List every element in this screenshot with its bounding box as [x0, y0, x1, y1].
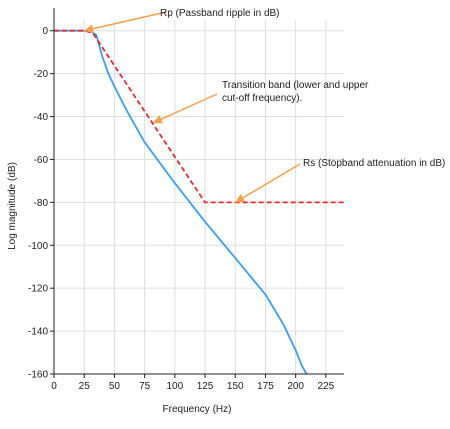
annotation-tb: Transition band (lower and upper cut-off … — [152, 80, 369, 124]
annotation-text: Rs (Stopband attenuation in dB) — [303, 158, 445, 169]
x-tick-label: 175 — [257, 381, 274, 392]
y-tick-label: -160 — [28, 370, 48, 381]
y-tick-label: 0 — [42, 26, 48, 37]
y-tick-label: -140 — [28, 327, 48, 338]
x-tick-label: 50 — [109, 381, 121, 392]
annotation-arrow — [152, 93, 218, 124]
grid — [53, 20, 344, 375]
annotation-text: Transition band (lower and upper cut-off … — [222, 80, 369, 104]
annotation-arrow — [234, 163, 301, 204]
x-tick-label: 0 — [51, 381, 57, 392]
axes — [50, 8, 344, 378]
y-tick-label: -100 — [28, 241, 48, 252]
series-layer — [54, 29, 344, 375]
y-tick-label: -40 — [34, 112, 49, 123]
filter-response-line — [54, 29, 308, 375]
x-tick-label: 25 — [79, 381, 91, 392]
x-tick-label: 100 — [166, 381, 183, 392]
annotation-rs: Rs (Stopband attenuation in dB) — [234, 158, 445, 204]
y-tick-label: -60 — [34, 155, 49, 166]
annotations-layer: Rp (Passband ripple in dB) Transition ban… — [84, 8, 445, 204]
x-tick-label: 75 — [139, 381, 151, 392]
x-tick-label: 225 — [318, 381, 335, 392]
y-tick-label: -80 — [34, 198, 49, 209]
tick-labels: 0 25 50 75 100 125 150 175 200 225 0 -20 -40 -60 -80 -1… — [28, 26, 335, 392]
annotation-text: Rp (Passband ripple in dB) — [160, 8, 280, 19]
annotation-arrow — [84, 11, 167, 34]
y-tick-label: -120 — [28, 284, 48, 295]
y-tick-label: -20 — [34, 69, 49, 80]
annotation-rp: Rp (Passband ripple in dB) — [84, 8, 280, 34]
x-tick-label: 125 — [197, 381, 214, 392]
x-axis-title: Frequency (Hz) — [163, 404, 232, 415]
y-axis-title: Log magnitude (dB) — [7, 162, 18, 250]
ideal-response-line — [54, 29, 344, 204]
x-tick-label: 200 — [287, 381, 304, 392]
x-tick-label: 150 — [227, 381, 244, 392]
